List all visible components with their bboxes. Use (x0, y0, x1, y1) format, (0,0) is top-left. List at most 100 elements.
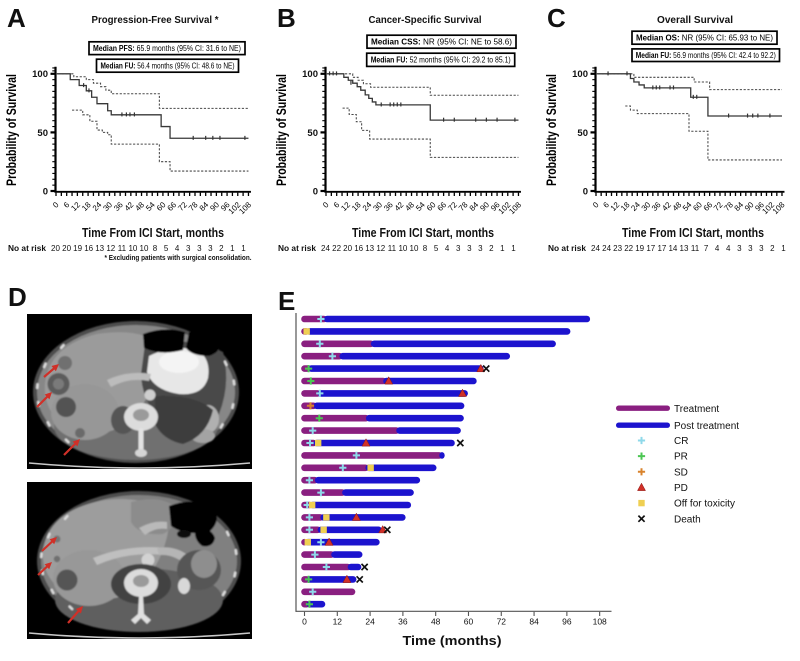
svg-text:22: 22 (332, 244, 341, 253)
svg-text:Time (months): Time (months) (403, 634, 502, 648)
svg-text:10: 10 (128, 244, 137, 253)
svg-text:5: 5 (164, 244, 169, 253)
svg-text:No at risk: No at risk (548, 244, 587, 253)
svg-text:17: 17 (646, 244, 655, 253)
svg-text:PR: PR (674, 452, 688, 463)
svg-text:13: 13 (95, 244, 104, 253)
svg-text:E: E (278, 286, 295, 316)
svg-text:0: 0 (302, 617, 307, 627)
svg-text:20: 20 (62, 244, 71, 253)
svg-text:8: 8 (423, 244, 428, 253)
svg-text:Probability of Survival: Probability of Survival (274, 74, 289, 186)
svg-text:Median FU: 56.9 months (95% CI: Median FU: 56.9 months (95% CI: 42.4 to … (636, 51, 776, 60)
svg-text:* Excluding patients with surg: * Excluding patients with surgical conso… (105, 253, 252, 262)
svg-text:A: A (7, 3, 26, 33)
svg-text:2: 2 (489, 244, 494, 253)
svg-text:17: 17 (657, 244, 666, 253)
svg-text:12: 12 (106, 244, 115, 253)
svg-text:13: 13 (680, 244, 689, 253)
svg-text:84: 84 (529, 617, 539, 627)
svg-text:CR: CR (674, 436, 688, 447)
svg-text:6: 6 (332, 200, 342, 210)
svg-text:Probability of Survival: Probability of Survival (544, 74, 559, 186)
svg-text:3: 3 (208, 244, 213, 253)
svg-text:0: 0 (43, 186, 48, 197)
svg-text:No at risk: No at risk (278, 244, 317, 253)
svg-text:1: 1 (500, 244, 505, 253)
svg-text:Treatment: Treatment (674, 404, 719, 415)
svg-text:Time From ICI Start, months: Time From ICI Start, months (352, 225, 494, 240)
svg-text:108: 108 (593, 617, 607, 627)
svg-text:5: 5 (434, 244, 439, 253)
svg-text:0: 0 (313, 186, 318, 197)
svg-text:Median PFS: 65.9 months (95% C: Median PFS: 65.9 months (95% CI: 31.6 to… (93, 44, 241, 53)
svg-text:4: 4 (175, 244, 180, 253)
svg-text:Median FU: 56.4 months (95% CI: Median FU: 56.4 months (95% CI: 48.6 to … (101, 62, 235, 71)
svg-text:11: 11 (118, 244, 127, 253)
svg-text:1: 1 (241, 244, 246, 253)
svg-text:8: 8 (153, 244, 158, 253)
svg-text:50: 50 (577, 128, 588, 139)
svg-text:3: 3 (478, 244, 483, 253)
svg-text:12: 12 (333, 617, 343, 627)
svg-text:20: 20 (343, 244, 352, 253)
svg-text:3: 3 (737, 244, 742, 253)
svg-text:Median OS: NR (95% CI: 65.93 t: Median OS: NR (95% CI: 65.93 to NE) (636, 34, 773, 43)
svg-text:0: 0 (51, 200, 61, 210)
svg-text:Time From ICI Start, months: Time From ICI Start, months (82, 225, 224, 240)
svg-text:3: 3 (748, 244, 753, 253)
svg-text:24: 24 (321, 244, 330, 253)
svg-text:4: 4 (445, 244, 450, 253)
svg-text:50: 50 (307, 128, 318, 139)
svg-text:19: 19 (73, 244, 82, 253)
svg-text:72: 72 (497, 617, 507, 627)
svg-text:13: 13 (365, 244, 374, 253)
svg-text:24: 24 (591, 244, 600, 253)
svg-text:100: 100 (302, 69, 318, 80)
svg-text:1: 1 (511, 244, 516, 253)
svg-text:100: 100 (32, 69, 48, 80)
svg-text:Progression-Free Survival *: Progression-Free Survival * (92, 14, 220, 26)
svg-text:19: 19 (635, 244, 644, 253)
svg-text:36: 36 (398, 617, 408, 627)
svg-text:Cancer-Specific Survival: Cancer-Specific Survival (369, 14, 482, 26)
svg-text:Death: Death (674, 514, 701, 525)
svg-text:60: 60 (464, 617, 474, 627)
svg-text:100: 100 (572, 69, 588, 80)
svg-text:2: 2 (770, 244, 775, 253)
svg-text:12: 12 (376, 244, 385, 253)
svg-text:3: 3 (456, 244, 461, 253)
svg-text:96: 96 (562, 617, 572, 627)
svg-text:4: 4 (726, 244, 731, 253)
svg-text:50: 50 (37, 128, 48, 139)
svg-text:10: 10 (398, 244, 407, 253)
svg-text:1: 1 (230, 244, 235, 253)
svg-text:B: B (277, 3, 296, 33)
svg-text:Time From ICI Start, months: Time From ICI Start, months (622, 225, 764, 240)
svg-text:23: 23 (613, 244, 622, 253)
svg-text:6: 6 (62, 200, 72, 210)
svg-text:Off for toxicity: Off for toxicity (674, 499, 735, 510)
svg-text:PD: PD (674, 483, 688, 494)
svg-text:10: 10 (410, 244, 419, 253)
svg-text:22: 22 (624, 244, 633, 253)
svg-text:6: 6 (601, 200, 611, 210)
svg-text:24: 24 (602, 244, 611, 253)
svg-text:0: 0 (583, 186, 588, 197)
svg-text:11: 11 (388, 244, 397, 253)
svg-text:7: 7 (704, 244, 709, 253)
svg-text:16: 16 (84, 244, 93, 253)
svg-text:C: C (547, 3, 566, 33)
svg-text:0: 0 (591, 200, 601, 210)
svg-text:Overall Survival: Overall Survival (657, 14, 733, 26)
svg-text:No at risk: No at risk (8, 244, 47, 253)
svg-text:Post treatment: Post treatment (674, 421, 739, 432)
svg-text:4: 4 (715, 244, 720, 253)
svg-text:16: 16 (354, 244, 363, 253)
svg-text:Median CSS: NR (95% CI: NE to: Median CSS: NR (95% CI: NE to 58.6) (371, 38, 512, 47)
svg-text:Median FU: 52 months (95% CI:: Median FU: 52 months (95% CI: 29.2 to 85… (371, 56, 511, 65)
svg-text:48: 48 (431, 617, 441, 627)
svg-text:2: 2 (219, 244, 224, 253)
svg-text:0: 0 (321, 200, 331, 210)
svg-text:D: D (8, 282, 27, 312)
